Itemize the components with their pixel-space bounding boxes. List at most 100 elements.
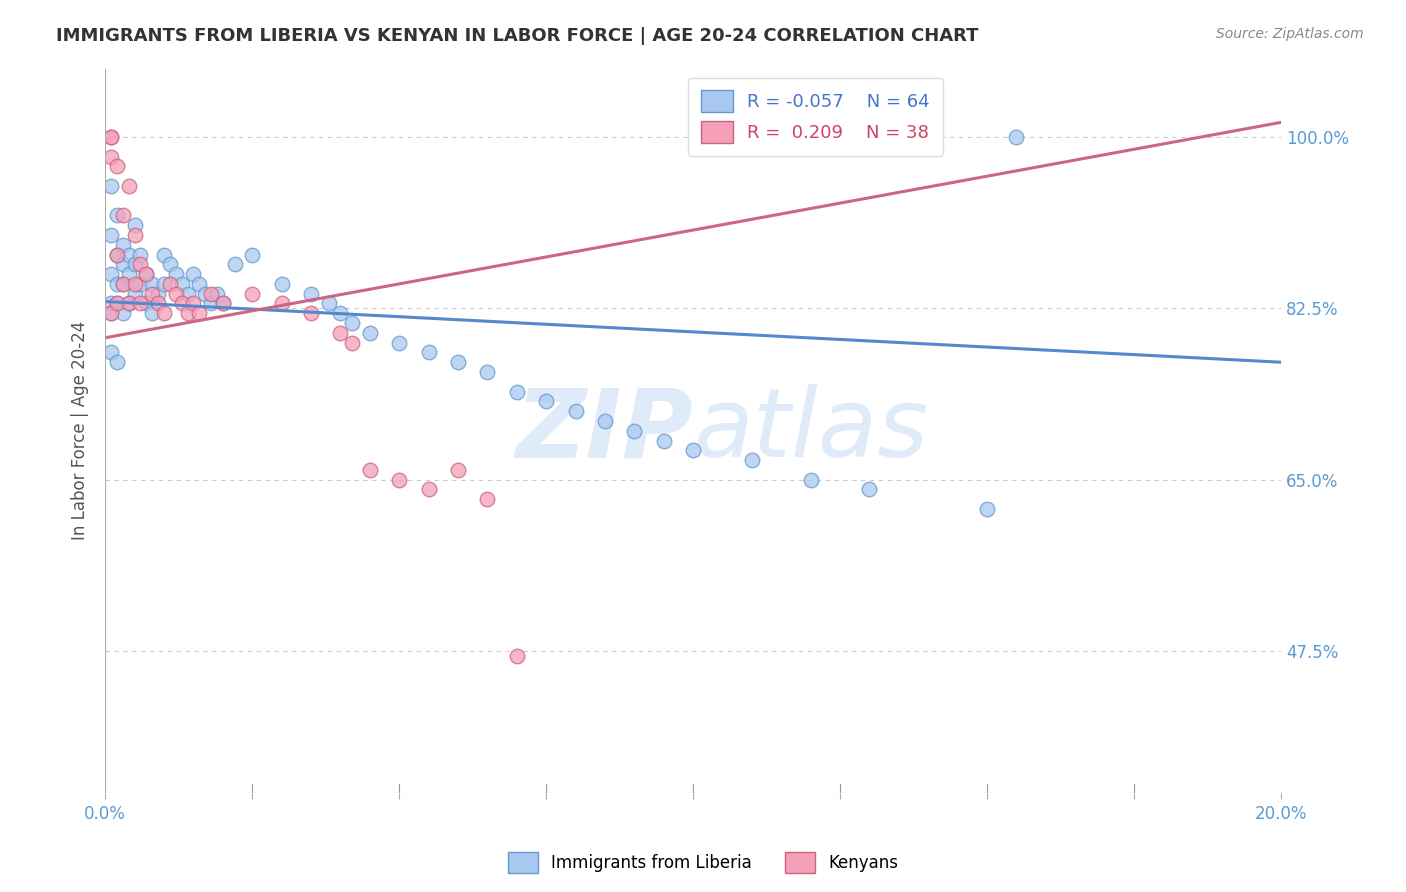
Point [105, 355, 128, 369]
Point [129, 277, 152, 291]
Point [800, 473, 823, 487]
Text: ZIP: ZIP [515, 384, 693, 477]
Point [129, 257, 152, 271]
Point [146, 286, 169, 301]
Point [118, 247, 141, 261]
Point [146, 296, 169, 310]
Point [141, 286, 163, 301]
Point [135, 267, 157, 281]
Text: Source: ZipAtlas.com: Source: ZipAtlas.com [1216, 27, 1364, 41]
Point [447, 463, 470, 477]
Point [124, 257, 146, 271]
Point [270, 296, 292, 310]
Point [170, 296, 193, 310]
Point [124, 277, 146, 291]
Point [111, 306, 134, 320]
Point [105, 247, 128, 261]
Point [159, 277, 181, 291]
Point [205, 286, 228, 301]
Point [183, 267, 205, 281]
Point [118, 267, 141, 281]
Point [741, 453, 763, 467]
Point [118, 296, 141, 310]
Point [418, 345, 440, 359]
Point [477, 365, 499, 379]
Point [153, 247, 176, 261]
Point [188, 306, 211, 320]
Point [100, 150, 122, 164]
Point [477, 492, 499, 507]
Point [418, 483, 440, 497]
Point [105, 296, 128, 310]
Point [211, 296, 233, 310]
Point [270, 277, 292, 291]
Point [240, 247, 263, 261]
Text: atlas: atlas [693, 384, 928, 477]
Point [224, 257, 246, 271]
Point [124, 227, 146, 242]
Point [240, 286, 263, 301]
Point [329, 326, 352, 340]
Point [176, 286, 198, 301]
Point [100, 267, 122, 281]
Point [105, 247, 128, 261]
Point [534, 394, 557, 409]
Point [165, 286, 187, 301]
Point [564, 404, 586, 418]
Point [105, 160, 128, 174]
Legend: R = -0.057    N = 64, R =  0.209    N = 38: R = -0.057 N = 64, R = 0.209 N = 38 [688, 78, 942, 156]
Point [652, 434, 675, 448]
Point [340, 335, 363, 350]
Legend: Immigrants from Liberia, Kenyans: Immigrants from Liberia, Kenyans [501, 846, 905, 880]
Point [141, 306, 163, 320]
Point [153, 306, 176, 320]
Point [176, 306, 198, 320]
Point [105, 296, 128, 310]
Point [318, 296, 340, 310]
Point [200, 296, 222, 310]
Point [153, 277, 176, 291]
Point [188, 277, 211, 291]
Point [124, 286, 146, 301]
Point [124, 218, 146, 232]
Point [623, 424, 645, 438]
Point [105, 277, 128, 291]
Point [105, 208, 128, 222]
Point [299, 286, 322, 301]
Point [359, 326, 381, 340]
Point [129, 247, 152, 261]
Point [183, 296, 205, 310]
Point [118, 296, 141, 310]
Point [388, 335, 411, 350]
Point [170, 277, 193, 291]
Point [211, 296, 233, 310]
Point [447, 355, 470, 369]
Point [200, 286, 222, 301]
Point [135, 296, 157, 310]
Point [506, 384, 529, 399]
Y-axis label: In Labor Force | Age 20-24: In Labor Force | Age 20-24 [72, 321, 89, 541]
Point [141, 277, 163, 291]
Point [100, 130, 122, 145]
Point [111, 277, 134, 291]
Point [194, 286, 217, 301]
Point [682, 443, 704, 458]
Point [593, 414, 616, 428]
Point [111, 237, 134, 252]
Point [506, 648, 529, 663]
Point [858, 483, 880, 497]
Point [340, 316, 363, 330]
Point [359, 463, 381, 477]
Point [100, 130, 122, 145]
Point [329, 306, 352, 320]
Point [299, 306, 322, 320]
Point [388, 473, 411, 487]
Point [111, 208, 134, 222]
Point [976, 502, 998, 516]
Point [100, 227, 122, 242]
Point [135, 267, 157, 281]
Point [129, 296, 152, 310]
Point [100, 306, 122, 320]
Point [159, 257, 181, 271]
Point [100, 345, 122, 359]
